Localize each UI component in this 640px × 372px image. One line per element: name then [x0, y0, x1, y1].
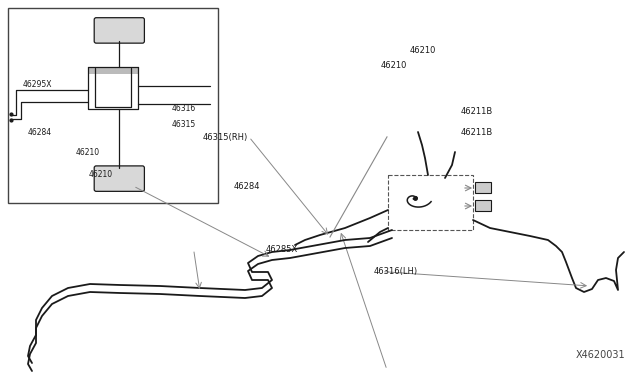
- Text: 46210: 46210: [88, 170, 113, 179]
- Text: 46316: 46316: [172, 104, 196, 113]
- Text: 46284: 46284: [28, 128, 52, 137]
- Text: 46210: 46210: [76, 148, 100, 157]
- Bar: [388, 175, 473, 230]
- Bar: [8, 8, 218, 203]
- Bar: [88, 67, 138, 74]
- Text: 46315(RH): 46315(RH): [203, 133, 248, 142]
- Text: 46315: 46315: [172, 119, 196, 128]
- Text: 46211B: 46211B: [461, 107, 493, 116]
- Text: X4620031: X4620031: [575, 350, 625, 360]
- FancyBboxPatch shape: [94, 166, 145, 191]
- Bar: [475, 200, 491, 211]
- Text: 46284: 46284: [234, 182, 260, 190]
- Text: 46210: 46210: [410, 46, 436, 55]
- Text: 46211B: 46211B: [461, 128, 493, 137]
- Text: 46285X: 46285X: [266, 245, 298, 254]
- FancyBboxPatch shape: [94, 18, 145, 43]
- Text: 46316(LH): 46316(LH): [374, 267, 417, 276]
- Text: 46295X: 46295X: [22, 80, 52, 89]
- Text: 46210: 46210: [381, 61, 407, 70]
- Bar: [475, 182, 491, 193]
